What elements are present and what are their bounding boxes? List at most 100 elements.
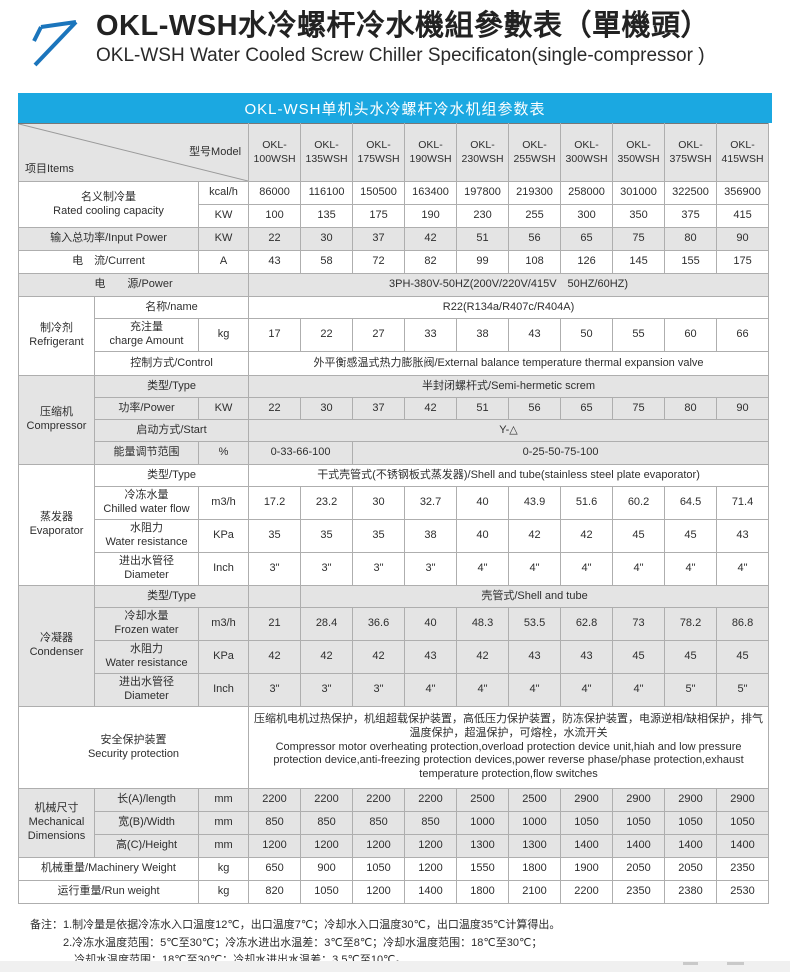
- spec-row: 机械重量/Machinery Weight kg 650 900 1050 1200 155…: [18, 857, 770, 881]
- value-cell: 30: [300, 227, 354, 251]
- value-cell: 1400: [664, 834, 718, 858]
- value-cell: 40: [456, 486, 510, 520]
- value-cell: 56: [508, 397, 562, 420]
- value-cell: 86.8: [716, 607, 770, 641]
- spec-row: 水阻力 Water resistance KPa 35 35 35 38 40 42 42 45 4…: [19, 519, 770, 553]
- value-cell: 850: [404, 811, 458, 835]
- value-cell: 1000: [456, 811, 510, 835]
- spec-row: 运行重量/Run weight kg 820 1050 1200 1400 1800 2100…: [18, 880, 770, 904]
- value-cell: 65: [560, 227, 614, 251]
- value-cell: 53.5: [508, 607, 562, 641]
- spec-row: 压缩机 Compressor 类型/Type 半封闭螺杆式/Semi-hermeti…: [18, 375, 770, 465]
- spec-row: 充注量 charge Amount kg 17 22 27 33 38 43 50 55 60 66: [19, 318, 770, 352]
- value-cell: 32.7: [404, 486, 458, 520]
- value-cell: 40: [456, 519, 510, 553]
- value-cell: 22: [248, 227, 302, 251]
- item-label-cell: 类型/Type: [93, 375, 250, 398]
- value-cell: 71.4: [716, 486, 770, 520]
- value-cell: 17: [248, 318, 302, 352]
- value-cell: 820: [248, 880, 302, 904]
- value-cell: 82: [404, 250, 458, 274]
- unit-cell: Inch: [197, 673, 250, 707]
- value-cell: 80: [664, 397, 718, 420]
- value-cell: 2050: [612, 857, 666, 881]
- value-cell: 42: [508, 519, 562, 553]
- value-cell: 80: [664, 227, 718, 251]
- value-cell: 145: [612, 250, 666, 274]
- value-cell: 60: [664, 318, 718, 352]
- value-cell: 1300: [508, 834, 562, 858]
- value-cell: 2900: [664, 788, 718, 812]
- value-cell: 0-25-50-75-100: [352, 441, 770, 465]
- model-header-cell: OKL- 375WSH: [664, 123, 718, 182]
- value-cell: 4": [456, 673, 510, 707]
- page-header: OKL-WSH水冷螺杆冷水機組參數表（單機頭） OKL-WSH Water Co…: [0, 0, 790, 70]
- value-cell: 2350: [612, 880, 666, 904]
- value-cell: 255: [508, 204, 562, 228]
- model-header-cell: OKL- 175WSH: [352, 123, 406, 182]
- unit-cell: KW: [197, 204, 250, 228]
- value-cell: 22: [248, 397, 302, 420]
- value-cell: 42: [560, 519, 614, 553]
- item-label-cell: 水阻力 Water resistance: [94, 640, 199, 674]
- value-cell: 30: [352, 486, 406, 520]
- page-subtitle: OKL-WSH Water Cooled Screw Chiller Speci…: [96, 45, 705, 67]
- item-label-cell: 水阻力 Water resistance: [94, 519, 199, 553]
- spec-row: 控制方式/Control 外平衡感温式热力膨胀阀/External balance…: [19, 351, 770, 376]
- value-cell: 90: [716, 397, 770, 420]
- unit-cell: mm: [197, 788, 250, 812]
- value-cell: 3": [248, 673, 302, 707]
- item-label-cell: 充注量 charge Amount: [94, 318, 199, 352]
- item-label-cell: 功率/Power: [94, 397, 199, 420]
- note-line: 备注：1.制冷量是依据冷冻水入口温度12℃，出口温度7℃；冷却水入口温度30℃，…: [30, 919, 561, 931]
- scan-artifact: [683, 962, 698, 965]
- spec-row: 冷凝器 Condenser 类型/Type 壳管式/Shell and tube: [18, 585, 770, 707]
- item-label-cell: 电 流/Current: [18, 250, 199, 274]
- unit-cell: kcal/h: [197, 181, 250, 205]
- item-label-cell: 输入总功率/Input Power: [18, 227, 199, 251]
- value-cell: 43.9: [508, 486, 562, 520]
- value-cell: 86000: [248, 181, 302, 205]
- items-label: 项目Items: [25, 163, 74, 176]
- value-cell: 42: [404, 227, 458, 251]
- value-cell: 1400: [560, 834, 614, 858]
- value-cell: 1550: [456, 857, 510, 881]
- value-cell: 干式壳管式(不锈钢板式蒸发器)/Shell and tube(stainless…: [248, 464, 770, 487]
- spec-row: 制冷剂 Refrigerant 名称/name R22(R134a/R407c/R4…: [18, 296, 770, 376]
- spec-row: 进出水管径 Diameter Inch 3" 3" 3" 3" 4" 4" 4" 4" 4" 4": [19, 552, 770, 586]
- value-cell: 4": [560, 552, 614, 586]
- value-cell: 17.2: [248, 486, 302, 520]
- value-cell: 1400: [716, 834, 770, 858]
- spec-row: 冷却水量 Frozen water m3/h 21 28.4 36.6 40 48.3 53.…: [19, 607, 770, 641]
- group-label-cell: 制冷剂 Refrigerant: [18, 296, 95, 376]
- table-title-banner: OKL-WSH单机头水冷螺杆冷水机组参数表: [18, 93, 772, 123]
- value-cell: 2200: [352, 788, 406, 812]
- model-header-cell: OKL- 135WSH: [300, 123, 354, 182]
- value-cell: 43: [560, 640, 614, 674]
- unit-cell: KPa: [197, 640, 250, 674]
- value-cell: 60.2: [612, 486, 666, 520]
- value-cell: 650: [248, 857, 302, 881]
- value-cell: 850: [248, 811, 302, 835]
- value-cell: 230: [456, 204, 510, 228]
- unit-cell: %: [197, 441, 250, 465]
- value-cell: 135: [300, 204, 354, 228]
- spec-row: 电 源/Power 3PH-380V-50HZ(200V/220V/415V 50…: [17, 273, 770, 297]
- value-cell: 99: [456, 250, 510, 274]
- value-cell: 1050: [560, 811, 614, 835]
- spec-row: KW 100 135 175 190 230 255 300 350 375 415: [19, 204, 770, 228]
- value-cell: 3": [300, 552, 354, 586]
- spec-row: 名义制冷量 Rated cooling capacity kcal/h 86000 1…: [18, 181, 770, 228]
- value-cell: 压缩机电机过热保护，机组超载保护装置，高低压力保护装置，防冻保护装置，电源逆相/…: [248, 706, 770, 789]
- value-cell: 30: [300, 397, 354, 420]
- item-label-cell: 长(A)/length: [94, 788, 199, 812]
- value-cell: 4": [612, 552, 666, 586]
- value-cell: 66: [716, 318, 770, 352]
- unit-cell: kg: [197, 318, 250, 352]
- unit-cell: KPa: [197, 519, 250, 553]
- value-cell: 43: [508, 318, 562, 352]
- value-cell: 51: [456, 397, 510, 420]
- value-cell: 5": [716, 673, 770, 707]
- value-cell: 126: [560, 250, 614, 274]
- value-cell: 43: [404, 640, 458, 674]
